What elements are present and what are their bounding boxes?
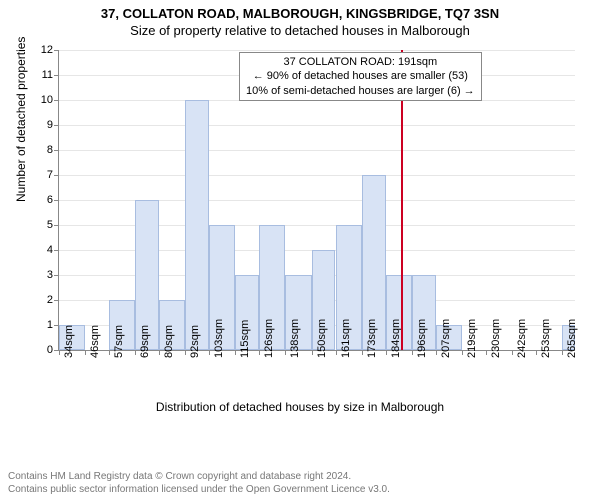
footer-attribution: Contains HM Land Registry data © Crown c… [8,471,390,496]
histogram-chart: Number of detached properties 0123456789… [0,42,600,412]
x-tick-mark [235,350,236,355]
x-tick-mark [412,350,413,355]
x-tick-mark [512,350,513,355]
x-tick-label: 265sqm [566,319,578,358]
y-tick-label: 3 [31,269,53,281]
y-tick-mark [54,300,59,301]
histogram-bar [185,100,209,350]
y-tick-mark [54,225,59,226]
x-tick-label: 103sqm [213,319,225,358]
x-tick-label: 34sqm [63,325,75,358]
y-tick-mark [54,125,59,126]
x-tick-label: 219sqm [466,319,478,358]
x-tick-mark [159,350,160,355]
gridline [59,50,575,51]
x-tick-label: 173sqm [366,319,378,358]
x-tick-mark [259,350,260,355]
annotation-line-1: 37 COLLATON ROAD: 191sqm [246,55,475,69]
x-axis-label: Distribution of detached houses by size … [0,400,600,414]
x-tick-label: 253sqm [540,319,552,358]
x-tick-label: 150sqm [316,319,328,358]
y-tick-mark [54,50,59,51]
y-tick-label: 0 [31,344,53,356]
y-tick-label: 11 [31,69,53,81]
x-tick-label: 69sqm [139,325,151,358]
footer-line-2: Contains public sector information licen… [8,484,390,497]
footer-line-1: Contains HM Land Registry data © Crown c… [8,471,390,484]
annotation-line-2: ← 90% of detached houses are smaller (53… [246,69,475,83]
annotation-box: 37 COLLATON ROAD: 191sqm← 90% of detache… [239,52,482,101]
y-tick-mark [54,175,59,176]
x-tick-mark [85,350,86,355]
x-tick-mark [209,350,210,355]
x-tick-mark [59,350,60,355]
y-tick-label: 5 [31,219,53,231]
x-tick-mark [386,350,387,355]
y-tick-label: 4 [31,244,53,256]
y-tick-label: 12 [31,44,53,56]
x-tick-label: 161sqm [340,319,352,358]
y-tick-mark [54,150,59,151]
x-tick-label: 230sqm [490,319,502,358]
y-tick-mark [54,200,59,201]
x-tick-mark [336,350,337,355]
x-tick-label: 57sqm [113,325,125,358]
y-tick-mark [54,275,59,276]
y-axis-label: Number of detached properties [14,37,28,202]
x-tick-label: 115sqm [239,320,251,358]
x-tick-mark [312,350,313,355]
x-tick-label: 184sqm [390,319,402,358]
x-tick-mark [135,350,136,355]
x-tick-mark [362,350,363,355]
x-tick-label: 126sqm [263,319,275,358]
gridline [59,125,575,126]
y-tick-mark [54,100,59,101]
annotation-line-3: 10% of semi-detached houses are larger (… [246,84,475,98]
x-tick-mark [486,350,487,355]
plot-area: 012345678910111234sqm46sqm57sqm69sqm80sq… [58,50,575,351]
x-tick-label: 92sqm [189,325,201,358]
x-tick-label: 80sqm [163,325,175,358]
address-line: 37, COLLATON ROAD, MALBOROUGH, KINGSBRID… [0,0,600,21]
x-tick-mark [285,350,286,355]
x-tick-label: 46sqm [89,325,101,358]
x-tick-mark [462,350,463,355]
x-tick-mark [109,350,110,355]
x-tick-mark [536,350,537,355]
y-tick-label: 6 [31,194,53,206]
y-tick-label: 2 [31,294,53,306]
gridline [59,150,575,151]
y-tick-label: 7 [31,169,53,181]
x-tick-mark [562,350,563,355]
x-tick-label: 207sqm [440,319,452,358]
x-tick-mark [436,350,437,355]
y-tick-label: 1 [31,319,53,331]
x-tick-label: 138sqm [289,319,301,358]
y-tick-mark [54,75,59,76]
x-tick-label: 242sqm [516,319,528,358]
y-tick-label: 10 [31,94,53,106]
x-tick-label: 196sqm [416,319,428,358]
y-tick-label: 8 [31,144,53,156]
gridline [59,175,575,176]
y-tick-label: 9 [31,119,53,131]
x-tick-mark [185,350,186,355]
y-tick-mark [54,250,59,251]
chart-subtitle: Size of property relative to detached ho… [0,21,600,42]
